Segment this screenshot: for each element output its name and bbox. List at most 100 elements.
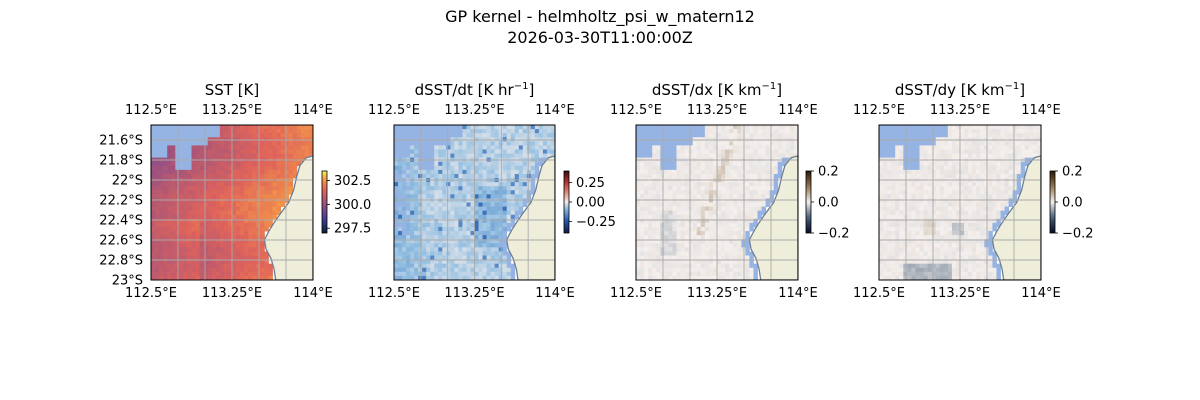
heatmap-cell <box>789 125 795 130</box>
heatmap-cell <box>227 235 233 240</box>
heatmap-cell <box>187 190 192 195</box>
heatmap-cell <box>502 125 508 130</box>
heatmap-cell <box>498 251 504 256</box>
heatmap-cell <box>879 141 884 146</box>
heatmap-cell <box>717 267 722 273</box>
heatmap-cell <box>785 149 791 154</box>
heatmap-cell <box>418 271 423 277</box>
heatmap-cell <box>482 255 487 261</box>
heatmap-cell <box>482 161 487 167</box>
heatmap-cell <box>931 153 937 159</box>
heatmap-cell <box>284 194 290 199</box>
heatmap-cell <box>167 173 172 179</box>
heatmap-cell <box>268 141 273 146</box>
heatmap-cell <box>159 206 164 212</box>
heatmap-cell <box>923 214 928 220</box>
heatmap-cell <box>466 255 471 261</box>
heatmap-cell <box>494 235 500 240</box>
heatmap-cell <box>244 194 249 199</box>
heatmap-cell <box>684 149 690 154</box>
heatmap-cell <box>725 161 730 167</box>
colorbar-tick-label: 0.2 <box>818 165 839 180</box>
heatmap-cell <box>252 235 257 240</box>
heatmap-cell <box>252 194 257 199</box>
heatmap-cell <box>240 137 245 142</box>
heatmap-cell <box>927 239 933 244</box>
heatmap-cell <box>704 243 710 248</box>
heatmap-cell <box>159 259 164 265</box>
heatmap-cell <box>490 271 496 277</box>
heatmap-cell <box>256 194 261 199</box>
heatmap-cell <box>729 169 734 175</box>
heatmap-cell <box>1016 165 1022 171</box>
heatmap-cell <box>426 202 431 207</box>
heatmap-cell <box>478 275 483 280</box>
x-tick-label-top: 112.5°E <box>125 103 177 118</box>
heatmap-cell <box>236 210 241 216</box>
heatmap-cell <box>454 161 459 167</box>
heatmap-cell <box>980 173 985 179</box>
heatmap-cell <box>486 169 491 175</box>
heatmap-cell <box>394 239 399 244</box>
heatmap-cell <box>203 255 209 261</box>
heatmap-cell <box>502 255 508 261</box>
heatmap-cell <box>911 125 916 130</box>
heatmap-cell <box>899 231 904 236</box>
heatmap-cell <box>1024 141 1030 146</box>
heatmap-cell <box>984 169 989 175</box>
heatmap-cell <box>175 165 180 171</box>
heatmap-cell <box>155 239 160 244</box>
heatmap-cell <box>159 202 164 207</box>
heatmap-cell <box>256 173 261 179</box>
heatmap-cell <box>207 206 213 212</box>
heatmap-cell <box>179 165 184 171</box>
heatmap-cell <box>236 235 241 240</box>
heatmap-cell <box>256 161 261 167</box>
heatmap-cell <box>171 194 176 199</box>
heatmap-cell <box>757 137 762 142</box>
heatmap-cell <box>765 165 771 171</box>
heatmap-cell <box>753 169 758 175</box>
heatmap-cell <box>474 169 479 175</box>
heatmap-cell <box>494 243 500 248</box>
heatmap-cell <box>972 165 977 171</box>
heatmap-cell <box>664 190 669 195</box>
heatmap-cell <box>680 239 685 244</box>
heatmap-cell <box>422 198 427 203</box>
heatmap-cell <box>960 137 965 142</box>
heatmap-cell <box>725 247 730 252</box>
heatmap-cell <box>482 226 487 232</box>
heatmap-cell <box>1012 186 1018 191</box>
heatmap-cell <box>248 133 253 138</box>
heatmap-cell <box>478 194 483 199</box>
heatmap-cell <box>664 149 669 154</box>
heatmap-cell <box>717 259 722 265</box>
heatmap-cell <box>984 149 989 154</box>
heatmap-cell <box>506 263 512 269</box>
heatmap-cell <box>785 133 791 138</box>
heatmap-cell <box>668 235 673 240</box>
heatmap-cell <box>879 194 884 199</box>
heatmap-cell <box>240 231 245 236</box>
heatmap-cell <box>426 129 431 134</box>
heatmap-cell <box>903 169 908 175</box>
heatmap-cell <box>891 125 896 130</box>
heatmap-cell <box>414 243 419 248</box>
heatmap-cell <box>163 243 168 248</box>
heatmap-cell <box>240 235 245 240</box>
heatmap-cell <box>394 190 399 195</box>
heatmap-cell <box>644 153 649 159</box>
heatmap-cell <box>652 173 657 179</box>
heatmap-cell <box>688 214 694 220</box>
heatmap-cell <box>474 222 479 228</box>
heatmap-cell <box>414 239 419 244</box>
heatmap-cell <box>729 214 734 220</box>
heatmap-cell <box>676 137 681 142</box>
heatmap-cell <box>187 182 192 187</box>
heatmap-cell <box>159 239 164 244</box>
heatmap-cell <box>737 210 742 216</box>
heatmap-cell <box>191 194 196 199</box>
heatmap-cell <box>996 169 1001 175</box>
heatmap-cell <box>494 194 500 199</box>
heatmap-cell <box>414 247 419 252</box>
